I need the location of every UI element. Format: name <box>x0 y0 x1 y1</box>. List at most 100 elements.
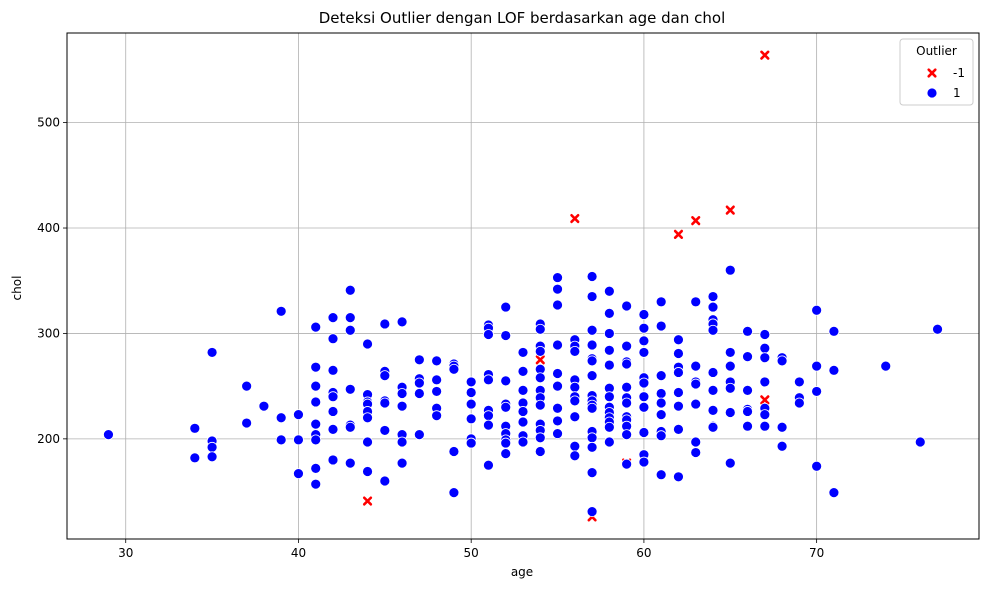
inlier-point <box>534 399 546 411</box>
legend: Outlier -1 1 <box>899 38 974 106</box>
inlier-point <box>621 300 633 312</box>
inlier-point <box>655 370 667 382</box>
inlier-point <box>586 402 598 414</box>
inlier-point <box>483 419 494 431</box>
inlier-point <box>344 312 356 324</box>
inlier-point <box>500 375 512 387</box>
x-tick-label: 50 <box>464 546 479 560</box>
inlier-point <box>465 376 477 388</box>
inlier-point <box>241 380 253 392</box>
inlier-point <box>275 412 287 424</box>
inlier-point <box>724 360 736 372</box>
inlier-point <box>534 323 546 335</box>
inlier-point <box>413 377 425 389</box>
inlier-point <box>465 387 477 398</box>
inlier-point <box>569 450 581 462</box>
inlier-point <box>603 308 615 319</box>
inlier-point <box>534 372 546 384</box>
inlier-point <box>811 460 823 472</box>
inlier-point <box>586 339 598 351</box>
inlier-point <box>603 421 615 433</box>
inlier-point <box>603 359 615 371</box>
x-tick-label: 40 <box>291 546 306 560</box>
inlier-point <box>586 467 598 478</box>
inlier-point <box>828 364 840 376</box>
inlier-point <box>655 430 667 442</box>
y-tick-label: 400 <box>37 221 60 235</box>
y-tick-label: 300 <box>37 326 60 340</box>
legend-label: 1 <box>953 86 961 100</box>
inlier-point <box>103 429 114 441</box>
x-axis-ticks: 30 40 50 60 70 <box>118 539 824 560</box>
inlier-point <box>759 409 771 421</box>
inlier-point <box>396 316 408 328</box>
inlier-point <box>914 436 926 448</box>
inlier-point <box>483 374 494 386</box>
inlier-point <box>483 329 494 340</box>
inlier-point <box>310 478 322 490</box>
outlier-point <box>760 395 770 405</box>
inlier-point <box>690 296 702 308</box>
y-axis-label: chol <box>10 276 24 301</box>
inlier-point <box>603 344 615 356</box>
inlier-point <box>742 384 753 396</box>
inlier-point <box>880 360 892 372</box>
inlier-point <box>310 321 322 333</box>
chart-title: Deteksi Outlier dengan LOF berdasarkan a… <box>319 9 726 27</box>
inlier-point <box>621 397 633 409</box>
inlier-point <box>552 339 563 351</box>
inlier-point <box>793 376 805 388</box>
inlier-point <box>603 328 615 339</box>
inlier-point <box>569 345 581 357</box>
inlier-point <box>828 325 840 337</box>
inlier-point <box>586 271 598 282</box>
inlier-point <box>431 386 443 397</box>
inlier-point <box>379 475 391 487</box>
inlier-point <box>327 454 339 466</box>
inlier-point <box>293 409 304 421</box>
inlier-point <box>707 404 719 416</box>
plot-area-frame <box>66 32 980 540</box>
inlier-point <box>707 384 719 396</box>
inlier-point <box>811 386 823 397</box>
inlier-point <box>344 457 356 469</box>
x-tick-label: 70 <box>809 546 824 560</box>
inlier-point <box>552 415 563 427</box>
inlier-point <box>569 440 581 452</box>
inlier-point <box>673 400 684 412</box>
inlier-point <box>310 418 322 430</box>
inlier-point <box>707 367 719 378</box>
inlier-point <box>483 459 494 471</box>
inlier-point <box>448 446 460 457</box>
inlier-point <box>673 423 684 435</box>
x-tick-label: 60 <box>636 546 651 560</box>
inlier-point <box>724 347 736 358</box>
inlier-point <box>362 466 373 477</box>
inlier-point <box>724 407 736 418</box>
inlier-point <box>517 406 529 417</box>
inlier-point <box>742 325 753 337</box>
inlier-point <box>621 358 633 370</box>
inlier-point <box>690 360 702 372</box>
inlier-point <box>517 365 529 377</box>
inlier-point <box>603 285 615 297</box>
data-points <box>103 50 943 522</box>
inlier-point <box>189 452 201 464</box>
inlier-point <box>742 420 753 432</box>
inlier-point <box>293 468 304 480</box>
inlier-point <box>310 380 322 392</box>
inlier-point <box>690 436 702 448</box>
legend-marker-inlier <box>926 87 938 99</box>
inlier-point <box>310 462 322 474</box>
inlier-point <box>413 388 425 399</box>
inlier-point <box>483 410 494 422</box>
inlier-point <box>811 360 823 372</box>
inlier-point <box>673 387 684 398</box>
inlier-point <box>828 487 840 499</box>
inlier-point <box>431 374 443 386</box>
inlier-point <box>707 421 719 433</box>
inlier-point <box>500 437 512 449</box>
inlier-point <box>621 381 633 393</box>
x-tick-label: 30 <box>118 546 133 560</box>
